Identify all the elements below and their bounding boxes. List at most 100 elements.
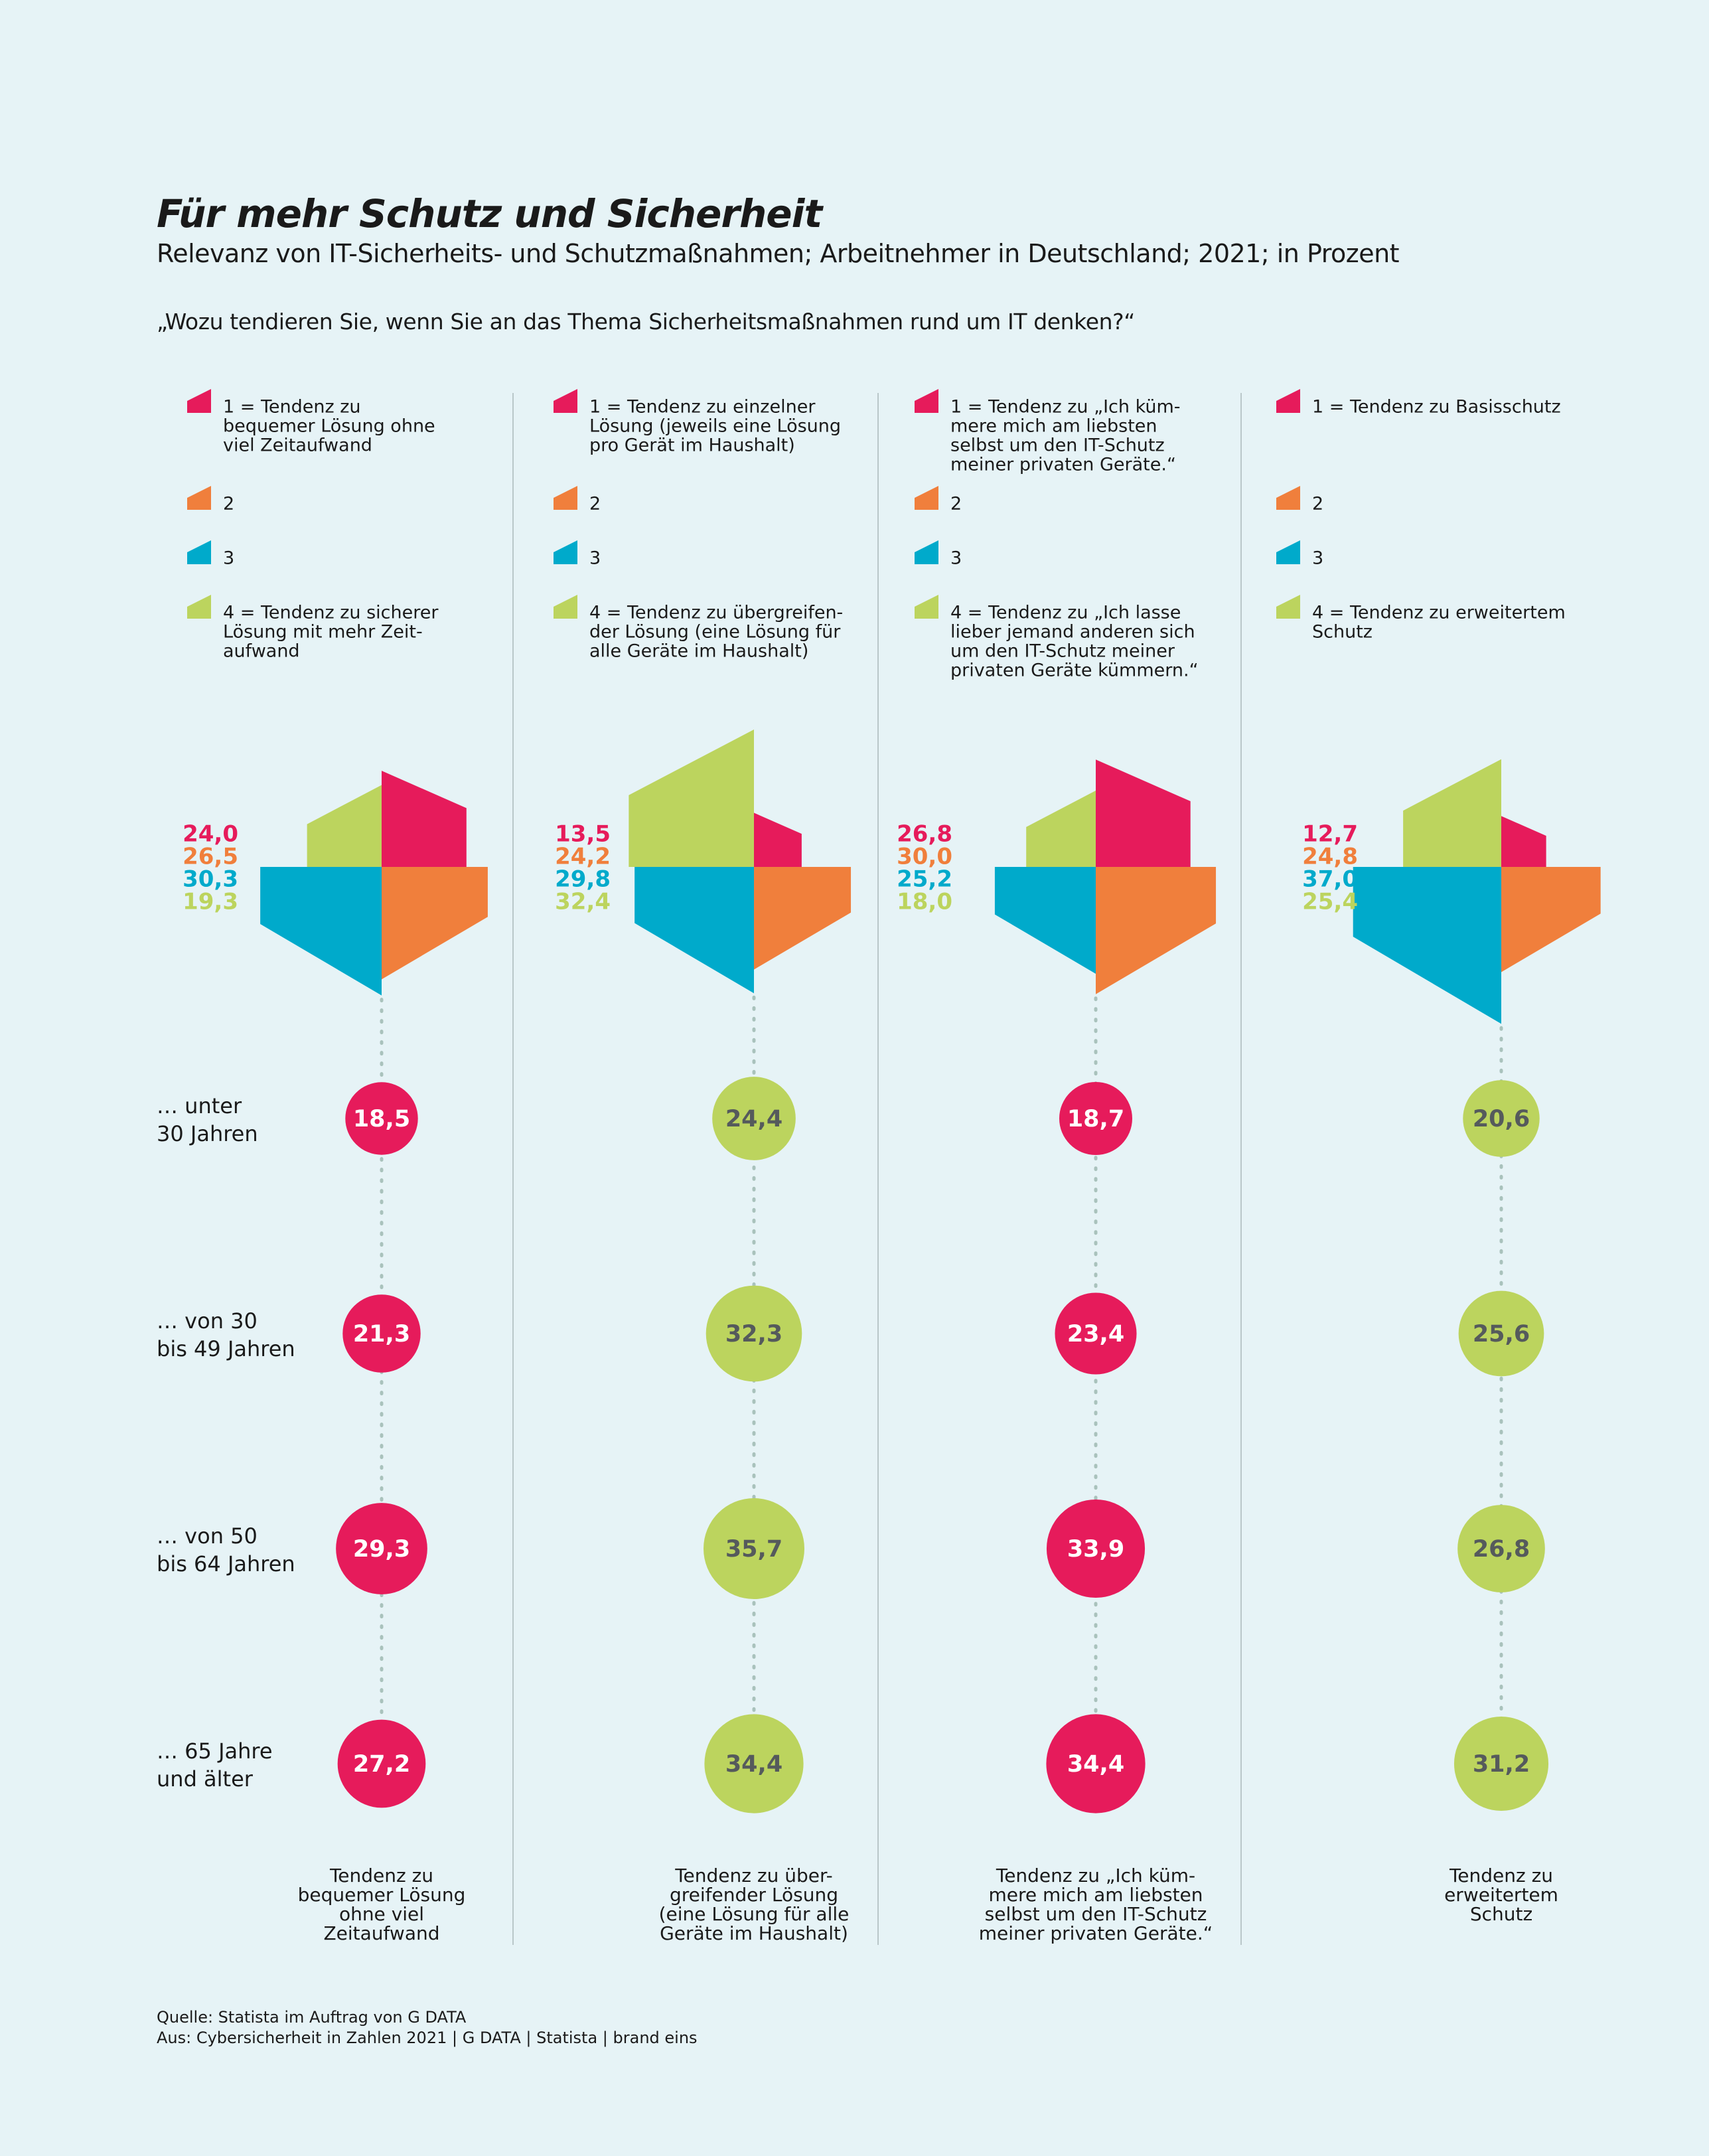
- rose-segment-3: [994, 867, 1096, 974]
- chart-title: Für mehr Schutz und Sicherheit: [157, 191, 822, 236]
- panel-footer-label: Zeitaufwand: [323, 1922, 439, 1944]
- age-group-label: … von 30: [157, 1308, 258, 1334]
- legend-label: Lösung mit mehr Zeit-: [223, 622, 423, 643]
- legend-label: viel Zeitaufwand: [223, 435, 372, 456]
- legend-swatch-2: [915, 486, 938, 510]
- rose-segment-4: [307, 785, 382, 867]
- age-group-label: … 65 Jahre: [157, 1738, 273, 1764]
- panel-footer-label: Tendenz zu: [329, 1865, 433, 1887]
- legend-label: meiner privaten Geräte.“: [950, 455, 1176, 475]
- rose-segment-2: [754, 867, 852, 970]
- legend-label: 4 = Tendenz zu „Ich lasse: [950, 603, 1181, 623]
- legend-swatch-1: [187, 389, 211, 413]
- legend-label: 4 = Tendenz zu übergreifen-: [589, 603, 843, 623]
- rose-value-4: 25,4: [1302, 889, 1358, 915]
- age-bubble-label: 35,7: [725, 1536, 782, 1563]
- rose-segment-1: [754, 812, 802, 867]
- survey-question: „Wozu tendieren Sie, wenn Sie an das The…: [157, 309, 1135, 335]
- rose-segment-4: [1026, 790, 1096, 867]
- panel-footer-label: mere mich am liebsten: [988, 1884, 1203, 1906]
- chart-subtitle: Relevanz von IT-Sicherheits- und Schutzm…: [157, 239, 1400, 268]
- legend-label: alle Geräte im Haushalt): [589, 641, 808, 662]
- age-bubble: [336, 1503, 427, 1594]
- rose-value-2: 30,0: [897, 844, 952, 870]
- age-bubble: [1458, 1290, 1544, 1377]
- panel-footer-label: bequemer Lösung: [298, 1884, 466, 1906]
- legend-label: 4 = Tendenz zu sicherer: [223, 603, 439, 623]
- panel-3: 1 = Tendenz zu „Ich küm-mere mich am lie…: [897, 389, 1217, 1944]
- rose-segment-3: [1353, 867, 1501, 1024]
- legend-swatch-3: [915, 540, 938, 564]
- legend-label: um den IT-Schutz meiner: [950, 641, 1175, 662]
- legend-swatch-3: [1276, 540, 1300, 564]
- age-bubble: [1046, 1499, 1146, 1598]
- legend-label: lieber jemand anderen sich: [950, 622, 1195, 643]
- legend-label: 1 = Tendenz zu „Ich küm-: [950, 397, 1181, 418]
- rose-value-4: 32,4: [555, 889, 611, 915]
- age-bubble-label: 33,9: [1067, 1536, 1124, 1563]
- panel-footer-label: Tendenz zu: [1449, 1865, 1553, 1887]
- legend-label: 1 = Tendenz zu Basisschutz: [1312, 397, 1561, 418]
- rose-value-1: 12,7: [1302, 821, 1358, 848]
- age-bubble-label: 32,3: [725, 1321, 782, 1348]
- age-bubble-label: 18,5: [353, 1106, 410, 1132]
- age-bubble: [1046, 1714, 1146, 1813]
- rose-segment-1: [1096, 759, 1191, 867]
- source-line-1: Quelle: Statista im Auftrag von G DATA: [157, 2008, 467, 2027]
- age-bubble-label: 23,4: [1067, 1321, 1124, 1348]
- age-bubble: [1457, 1505, 1545, 1592]
- panel-footer-label: Tendenz zu „Ich küm-: [996, 1865, 1195, 1887]
- rose-value-3: 30,3: [183, 866, 238, 893]
- legend-label: privaten Geräte kümmern.“: [950, 660, 1199, 681]
- panel-footer-label: Geräte im Haushalt): [660, 1922, 848, 1944]
- legend-swatch-4: [554, 595, 577, 619]
- age-bubble-label: 31,2: [1473, 1751, 1530, 1778]
- legend-label: 3: [1312, 548, 1323, 569]
- age-bubble-label: 20,6: [1473, 1106, 1530, 1132]
- age-bubble: [345, 1082, 418, 1155]
- legend-label: 3: [589, 548, 601, 569]
- rose-segment-3: [260, 867, 382, 996]
- rose-value-1: 24,0: [183, 821, 238, 848]
- legend-label: bequemer Lösung ohne: [223, 416, 435, 437]
- legend-swatch-4: [1276, 595, 1300, 619]
- legend-label: 2: [950, 494, 962, 514]
- legend-swatch-3: [554, 540, 577, 564]
- age-bubble-label: 21,3: [353, 1321, 410, 1348]
- rose-value-1: 26,8: [897, 821, 952, 848]
- age-group-label: 30 Jahren: [157, 1121, 258, 1146]
- age-bubble: [1463, 1080, 1540, 1157]
- rose-segment-3: [634, 867, 754, 994]
- panel-footer-label: ohne viel: [339, 1903, 424, 1925]
- rose-segment-4: [1403, 759, 1501, 867]
- legend-label: 2: [223, 494, 234, 514]
- legend-label: pro Gerät im Haushalt): [589, 435, 795, 456]
- panel-footer-label: Schutz: [1470, 1903, 1532, 1925]
- rose-segment-2: [1096, 867, 1217, 994]
- legend-swatch-2: [1276, 486, 1300, 510]
- legend-label: selbst um den IT-Schutz: [950, 435, 1165, 456]
- legend-label: 1 = Tendenz zu einzelner: [589, 397, 816, 418]
- rose-value-2: 24,2: [555, 844, 611, 870]
- age-bubble: [337, 1719, 426, 1808]
- legend-label: Schutz: [1312, 622, 1373, 643]
- legend-label: aufwand: [223, 641, 300, 662]
- rose-value-4: 19,3: [183, 889, 238, 915]
- rose-value-3: 37,0: [1302, 866, 1358, 893]
- rose-value-3: 25,2: [897, 866, 952, 893]
- age-bubble: [712, 1077, 796, 1160]
- legend-label: 3: [950, 548, 962, 569]
- age-bubble-label: 34,4: [1067, 1751, 1124, 1778]
- legend-swatch-1: [554, 389, 577, 413]
- rose-value-3: 29,8: [555, 866, 611, 893]
- legend-swatch-4: [187, 595, 211, 619]
- legend-swatch-2: [187, 486, 211, 510]
- age-bubble: [1055, 1292, 1137, 1375]
- rose-value-2: 26,5: [183, 844, 238, 870]
- panel-footer-label: greifender Lösung: [670, 1884, 838, 1906]
- legend-label: 2: [1312, 494, 1323, 514]
- panel-footer-label: (eine Lösung für alle: [659, 1903, 850, 1925]
- legend-label: mere mich am liebsten: [950, 416, 1157, 437]
